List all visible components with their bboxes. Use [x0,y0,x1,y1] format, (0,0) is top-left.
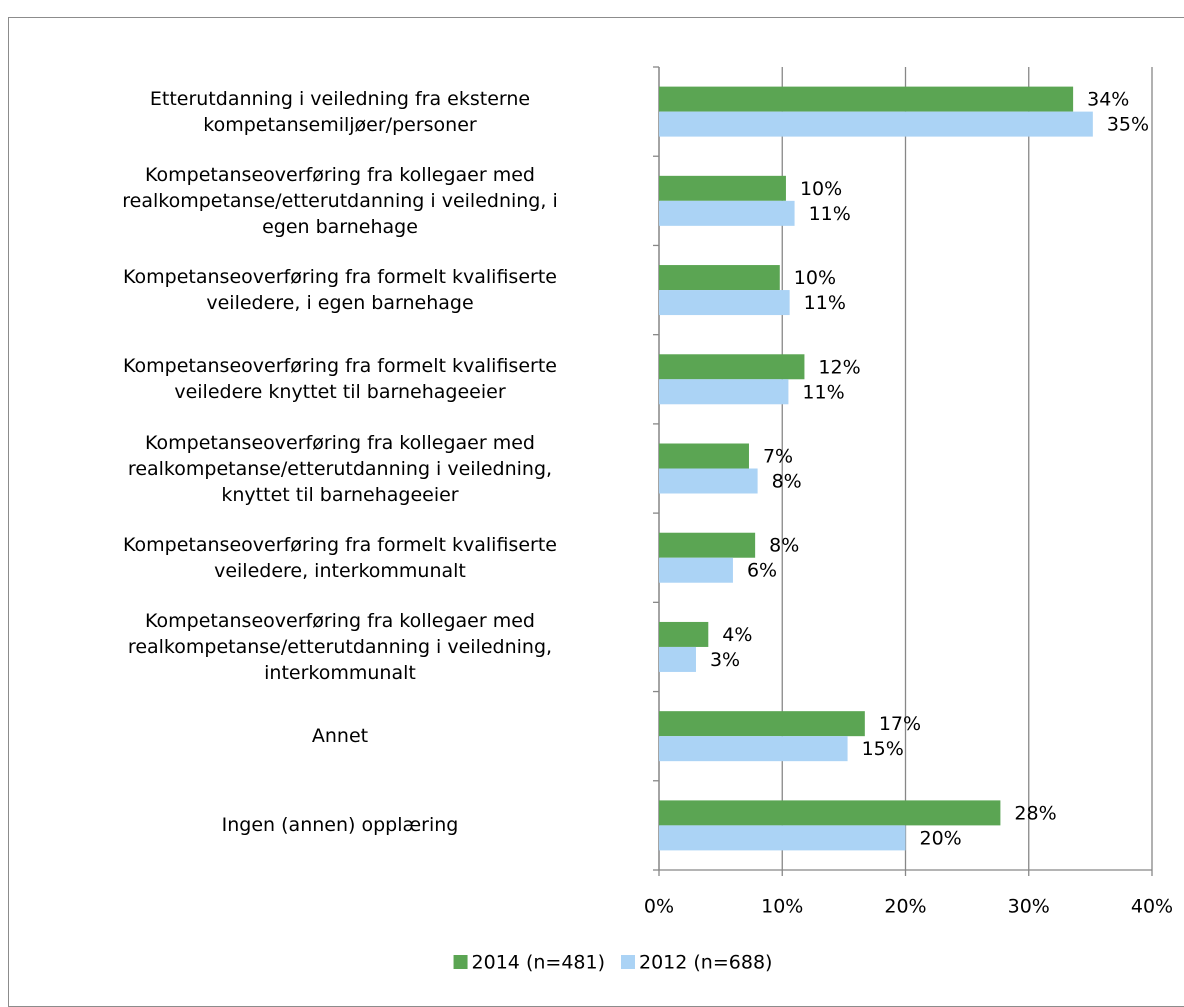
value-label: 11% [802,381,844,403]
value-label: 3% [710,649,740,671]
bar [659,621,709,647]
bar [659,175,786,201]
value-label: 8% [769,535,799,557]
y-tick-label: Kompetanseoverføring fra kollegaer med r… [127,431,553,506]
value-label: 8% [772,471,802,493]
value-label: 4% [722,624,752,646]
bar [659,532,756,558]
legend-label: 2012 (n=688) [639,952,772,974]
bar [659,443,749,469]
legend-item: 2014 (n=481) [453,952,605,974]
legend-label: 2014 (n=481) [472,952,605,974]
x-tick-label: 20% [884,896,926,918]
value-label: 17% [879,713,921,735]
legend-item: 2012 (n=688) [621,952,772,974]
x-tick-label: 0% [644,896,674,918]
bar [659,800,1001,826]
value-label: 15% [862,738,904,760]
y-tick-label: Ingen (annen) opplæring [221,814,459,837]
y-tick-label: Kompetanseoverføring fra formelt kvalifi… [123,533,557,582]
bar [659,111,1093,137]
y-tick-label: Kompetanseoverføring fra formelt kvalifi… [123,355,557,404]
bar [659,265,780,291]
bar [659,825,906,851]
bar [659,736,848,762]
value-label: 12% [818,356,860,378]
bar [659,86,1074,112]
value-label: 10% [794,267,836,289]
value-label: 28% [1014,802,1056,824]
bar [659,711,865,737]
bar [659,200,795,226]
value-label: 6% [747,560,777,582]
legend-swatch [453,955,468,969]
x-tick-label: 30% [1008,896,1050,918]
value-label: 35% [1107,114,1149,136]
y-tick-label: Kompetanseoverføring fra kollegaer med r… [127,609,553,684]
value-label: 20% [920,827,962,849]
bar [659,557,733,583]
bar [659,290,790,316]
bar [659,468,758,494]
value-label: 11% [804,292,846,314]
x-tick-label: 40% [1131,896,1173,918]
value-label: 11% [809,203,851,225]
y-tick-label: Annet [311,725,369,748]
bar [659,354,805,380]
y-tick-label: Kompetanseoverføring fra kollegaer med r… [122,163,558,238]
legend-swatch [621,955,635,969]
bar [659,379,789,405]
y-tick-label: Etterutdanning i veiledning fra eksterne… [149,87,531,136]
bar [659,646,696,672]
value-label: 10% [800,178,842,200]
y-tick-label: Kompetanseoverføring fra formelt kvalifi… [123,266,557,315]
x-tick-label: 10% [761,896,803,918]
value-label: 7% [763,446,793,468]
value-label: 34% [1087,89,1129,111]
